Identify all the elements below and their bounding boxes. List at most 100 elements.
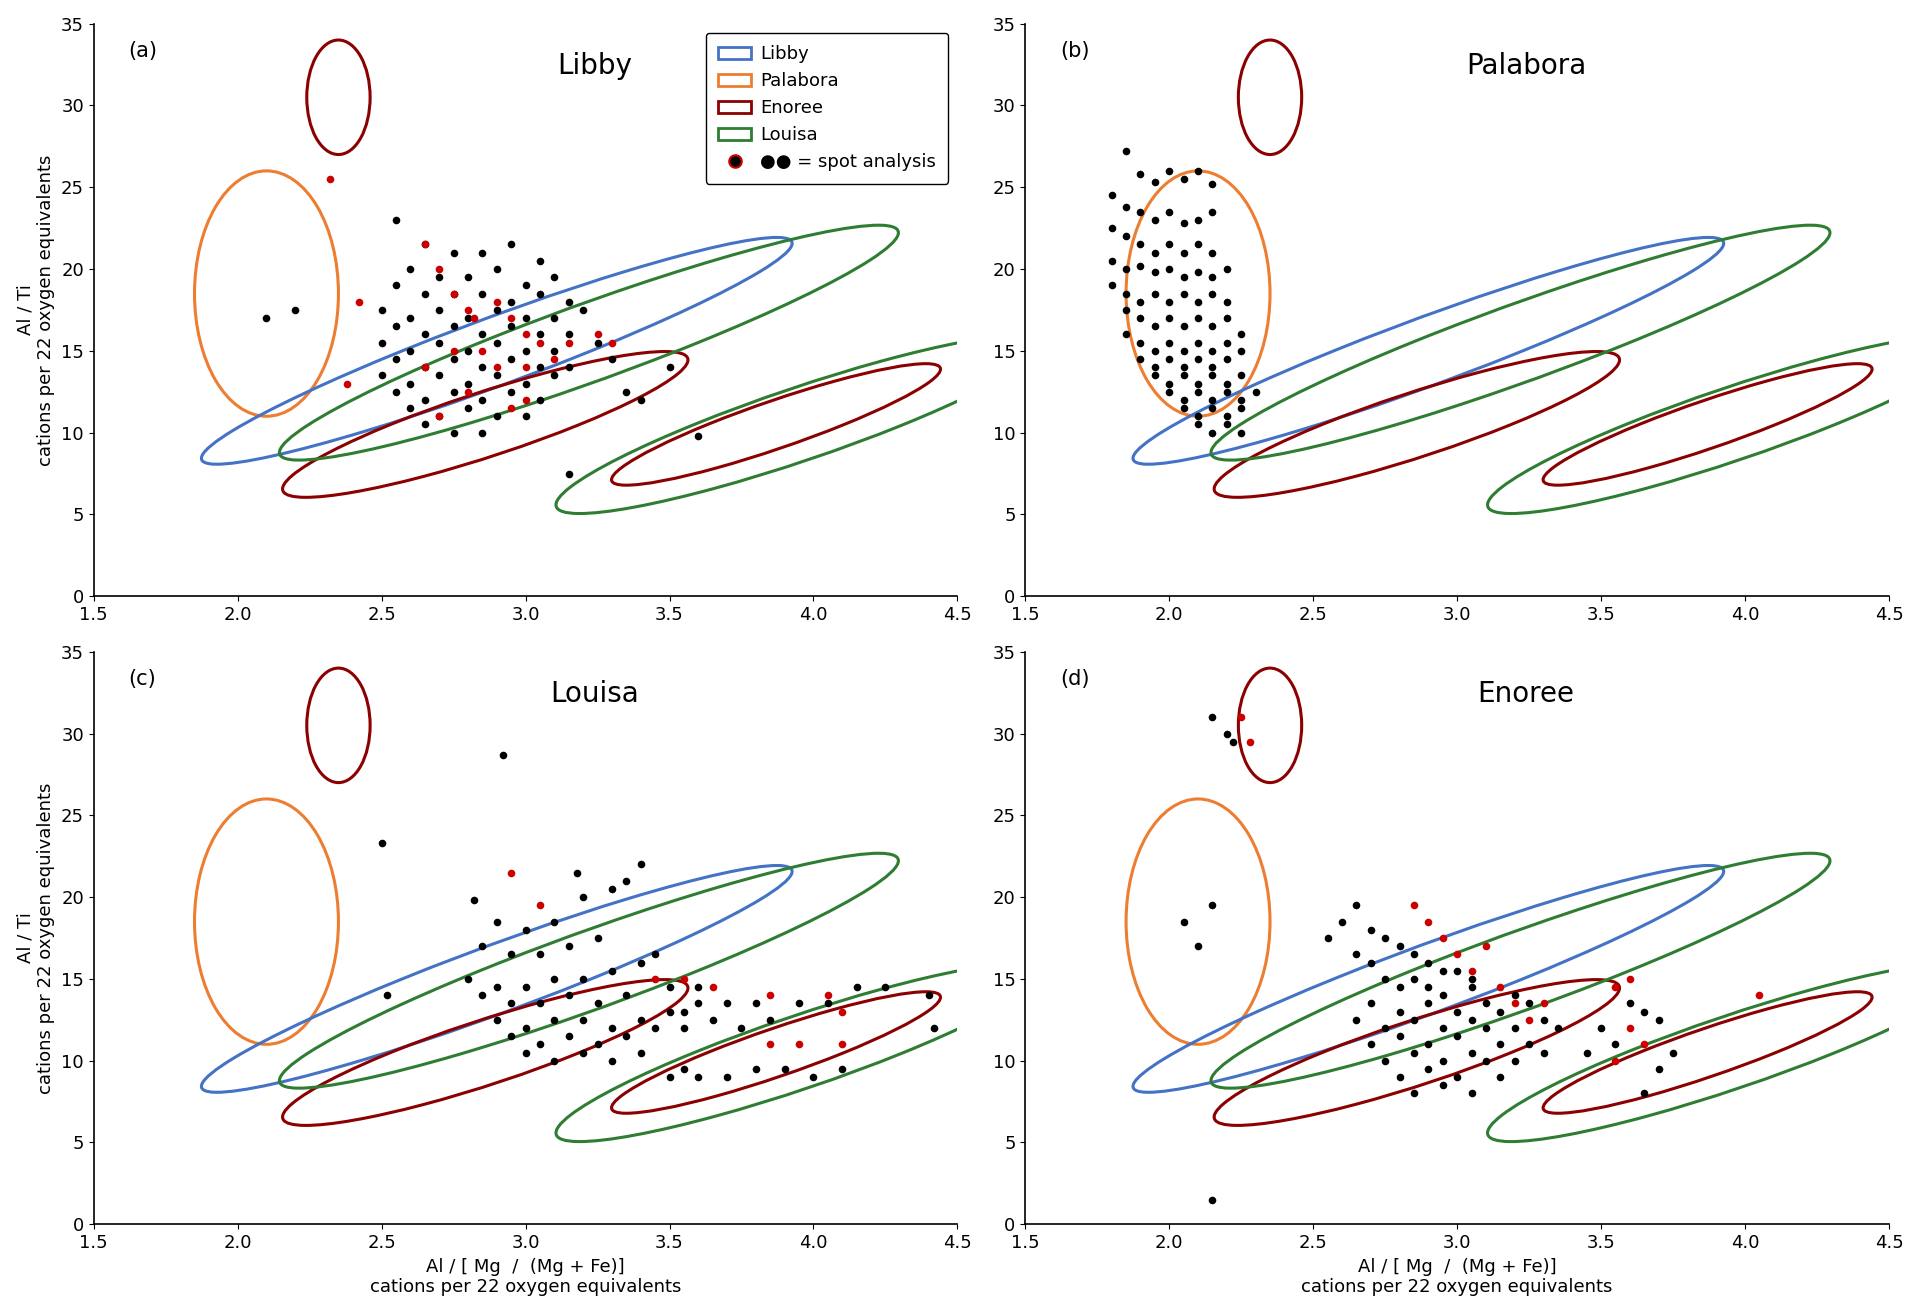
Point <box>380 348 411 369</box>
Point <box>467 390 497 411</box>
Point <box>380 316 411 337</box>
Point <box>1110 324 1140 345</box>
Text: (d): (d) <box>1060 668 1089 689</box>
Point <box>511 1043 541 1064</box>
Point <box>1154 160 1185 181</box>
Point <box>1599 977 1630 998</box>
Point <box>409 234 440 255</box>
Point <box>372 985 403 1006</box>
Point <box>495 1025 526 1046</box>
Point <box>553 332 584 353</box>
Point <box>1196 340 1227 361</box>
Point <box>453 373 484 394</box>
Point <box>1212 723 1242 744</box>
Point <box>1183 307 1213 328</box>
Point <box>568 1010 599 1031</box>
Point <box>540 1050 570 1071</box>
Point <box>1413 1033 1444 1054</box>
Point <box>1442 1025 1473 1046</box>
Point <box>1110 226 1140 247</box>
Point <box>1455 1043 1486 1064</box>
Point <box>1369 1018 1400 1039</box>
Text: (c): (c) <box>129 668 156 689</box>
Point <box>482 357 513 378</box>
Point <box>511 307 541 328</box>
Point <box>597 332 628 353</box>
Y-axis label: Al / Ti
cations per 22 oxygen equivalents: Al / Ti cations per 22 oxygen equivalent… <box>17 154 56 466</box>
Point <box>828 1033 858 1054</box>
Point <box>453 267 484 288</box>
Point <box>524 284 555 305</box>
Point <box>495 291 526 312</box>
Point <box>1183 210 1213 231</box>
Point <box>511 340 541 361</box>
Point <box>511 274 541 295</box>
Point <box>563 863 593 884</box>
Point <box>467 985 497 1006</box>
Point <box>1398 1083 1428 1104</box>
Point <box>482 911 513 932</box>
Point <box>1356 1033 1386 1054</box>
Point <box>783 993 814 1014</box>
Point <box>684 977 714 998</box>
Point <box>1513 1010 1544 1031</box>
Point <box>409 324 440 345</box>
Point <box>467 242 497 263</box>
Point <box>1455 969 1486 990</box>
Point <box>684 425 714 446</box>
Point <box>812 993 843 1014</box>
Point <box>495 398 526 419</box>
Point <box>1528 1010 1559 1031</box>
Point <box>1413 1058 1444 1079</box>
Point <box>396 307 426 328</box>
Point <box>1125 164 1156 185</box>
Point <box>1196 173 1227 194</box>
Point <box>438 284 468 305</box>
Point <box>553 291 584 312</box>
Point <box>582 993 612 1014</box>
Point <box>459 307 490 328</box>
Point <box>1225 324 1256 345</box>
Point <box>1484 1033 1515 1054</box>
Point <box>1139 365 1169 386</box>
Point <box>438 284 468 305</box>
Point <box>1125 201 1156 222</box>
Point <box>741 993 772 1014</box>
Point <box>409 390 440 411</box>
Point <box>1384 977 1415 998</box>
Point <box>1125 332 1156 353</box>
Point <box>280 299 311 320</box>
Point <box>495 348 526 369</box>
Point <box>1183 261 1213 282</box>
Point <box>1427 927 1457 948</box>
Point <box>1644 1058 1674 1079</box>
Point <box>488 744 518 765</box>
Point <box>553 936 584 957</box>
Point <box>1212 307 1242 328</box>
Point <box>438 242 468 263</box>
Point <box>1167 340 1198 361</box>
Point <box>1110 197 1140 218</box>
Point <box>1599 1033 1630 1054</box>
Point <box>409 414 440 435</box>
Point <box>1196 398 1227 419</box>
Point <box>1139 172 1169 193</box>
Point <box>1369 969 1400 990</box>
Point <box>1167 168 1198 189</box>
Point <box>1484 977 1515 998</box>
Point <box>524 993 555 1014</box>
Point <box>396 340 426 361</box>
Point <box>540 911 570 932</box>
Point <box>1183 348 1213 369</box>
Point <box>1212 373 1242 394</box>
Point <box>1398 944 1428 965</box>
Point <box>524 944 555 965</box>
Point <box>459 890 490 911</box>
Point <box>482 406 513 427</box>
Point <box>1196 357 1227 378</box>
Point <box>467 421 497 442</box>
Point <box>1500 993 1530 1014</box>
Point <box>1542 1018 1572 1039</box>
Point <box>396 259 426 280</box>
Point <box>1225 390 1256 411</box>
